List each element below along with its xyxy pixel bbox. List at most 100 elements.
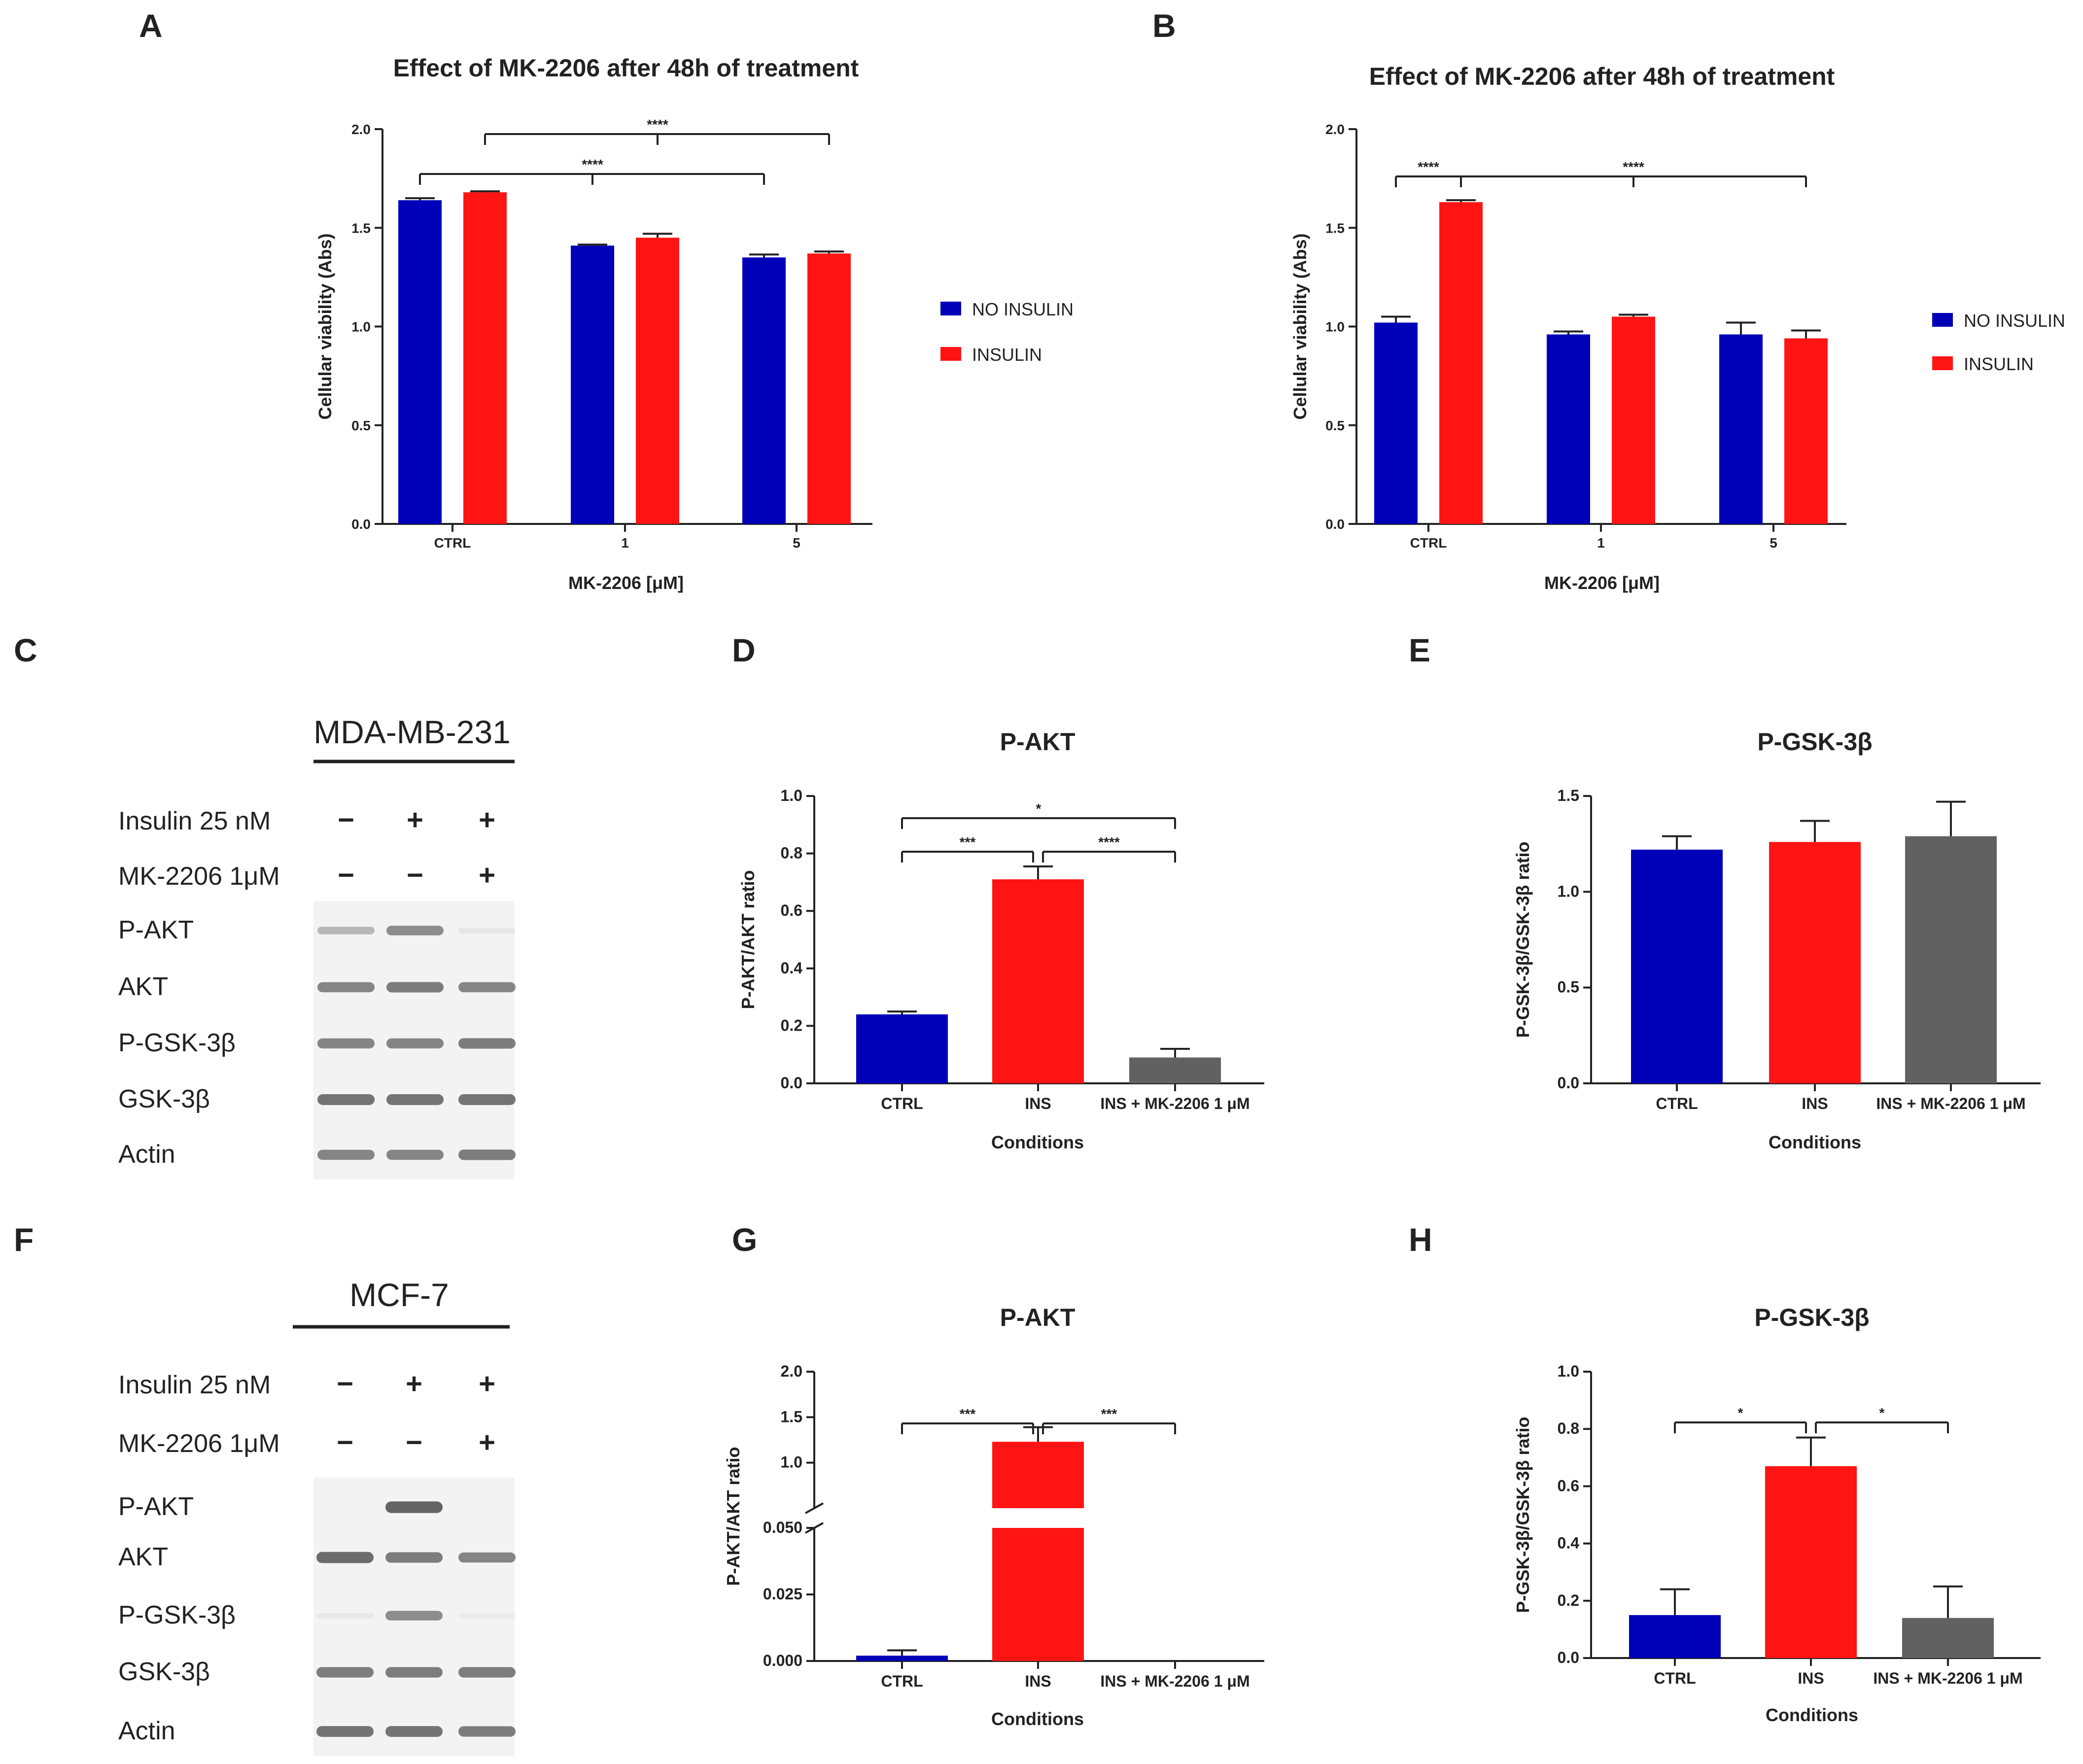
legend-swatch	[940, 347, 961, 361]
condition-label: Insulin 25 nM	[118, 1371, 271, 1399]
blot-band	[458, 1552, 516, 1563]
chart-E: P-GSK-3β 0.0 0.5 1.0 1.5 P-GSK-3β/GSK-3β rati…	[1513, 728, 2041, 1152]
chart-G: P-AKT 0.000 0.025 0.050 1.0 1.5 2.0 P-AKT/AKT r…	[723, 1304, 1264, 1729]
y-axis-title: Cellular viability (Abs)	[1290, 233, 1310, 419]
bar-no-insulin-5	[1719, 334, 1763, 524]
y-tick-label: 0.5	[1325, 418, 1345, 433]
condition-sign: −	[338, 804, 354, 836]
y-tick-label: 0.0	[351, 517, 371, 532]
x-tick-label: INS	[1798, 1669, 1824, 1687]
bar-ins-upper	[992, 1442, 1084, 1508]
y-tick-label: 0.4	[781, 959, 803, 977]
x-tick-label: 5	[793, 535, 800, 551]
bar-2	[1905, 836, 1997, 1083]
blot-row-label: P-AKT	[118, 916, 194, 944]
condition-sign: −	[406, 1426, 422, 1458]
blot-band	[317, 982, 375, 993]
blot-row-label: AKT	[118, 972, 168, 1001]
blot-band	[458, 1094, 516, 1105]
x-tick-label: INS	[1025, 1095, 1051, 1112]
chart-B: Effect of MK-2206 after 48h of treatment…	[1290, 63, 2065, 593]
blot-band	[458, 1726, 516, 1737]
blot-band	[386, 926, 444, 935]
y-tick-label: 0.6	[781, 901, 802, 919]
x-axis-title: MK-2206 [μM]	[1544, 573, 1660, 593]
bar-insulin-5	[807, 253, 851, 524]
blot-band	[317, 1038, 375, 1049]
y-tick-label: 0.0	[1558, 1074, 1579, 1092]
bar-no-insulin-1	[571, 245, 614, 524]
blot-C: MDA-MB-231 Insulin 25 nM − + + MK-2206 1μM − − +…	[118, 714, 516, 1179]
y-axis-title: P-AKT/AKT ratio	[738, 870, 758, 1009]
y-tick-label: 0.0	[781, 1074, 802, 1092]
y-tick-label: 1.0	[1325, 319, 1345, 335]
condition-sign: −	[337, 1426, 353, 1458]
condition-sign: −	[338, 859, 354, 891]
y-tick-label: 0.050	[763, 1519, 802, 1536]
y-tick-label: 0.6	[1558, 1477, 1579, 1494]
blot-band	[385, 1552, 443, 1563]
x-tick-label: CTRL	[881, 1095, 923, 1112]
significance-ctrl-vs-ins-label: ***	[960, 834, 976, 850]
condition-sign: +	[479, 859, 495, 891]
y-tick-label: 1.5	[1558, 787, 1579, 804]
x-tick-label: INS + MK-2206 1 μM	[1876, 1095, 2025, 1112]
blot-band	[385, 1501, 443, 1513]
blot-band	[458, 1038, 516, 1049]
y-tick-label: 2.0	[351, 122, 371, 137]
x-tick-label: CTRL	[1654, 1669, 1696, 1687]
condition-sign: −	[337, 1368, 353, 1400]
x-tick-label: INS	[1025, 1672, 1051, 1690]
x-tick-label: CTRL	[1410, 535, 1447, 551]
blot-band	[317, 927, 375, 934]
chart-title: P-GSK-3β	[1754, 1304, 1869, 1331]
y-tick-label: 2.0	[1325, 122, 1345, 137]
y-tick-label: 1.0	[781, 787, 802, 804]
blot-row-label: GSK-3β	[118, 1085, 210, 1113]
bar-1	[992, 879, 1084, 1083]
x-tick-label: CTRL	[881, 1672, 923, 1690]
blot-band	[386, 1038, 444, 1049]
chart-title: P-AKT	[1000, 1304, 1076, 1331]
x-tick-label: INS + MK-2206 1 μM	[1100, 1672, 1250, 1690]
blot-band	[316, 1667, 374, 1678]
x-axis-title: MK-2206 [μM]	[568, 573, 684, 593]
x-tick-label: 1	[1597, 535, 1605, 551]
blot-band	[317, 1149, 375, 1160]
chart-A: Effect of MK-2206 after 48h of treatment…	[315, 54, 1074, 593]
condition-label: MK-2206 1μM	[118, 1429, 280, 1458]
blot-band	[385, 1726, 443, 1737]
y-axis-title: P-GSK-3β/GSK-3β ratio	[1513, 841, 1533, 1038]
x-tick-label: INS + MK-2206 1 μM	[1100, 1095, 1250, 1112]
significance-ins-vs-mk-label: *	[1879, 1405, 1885, 1420]
y-tick-label: 0.4	[1558, 1534, 1580, 1552]
condition-sign: −	[407, 859, 423, 891]
bar-no-insulin-ctrl	[1374, 322, 1418, 524]
y-tick-label: 0.2	[781, 1016, 802, 1034]
blot-band	[316, 1552, 374, 1563]
panel-letter-A: A	[139, 7, 163, 44]
x-axis-title: Conditions	[1766, 1705, 1858, 1725]
x-tick-label: INS	[1802, 1095, 1828, 1112]
panel-letter-E: E	[1409, 632, 1430, 668]
blot-band	[385, 1611, 443, 1621]
condition-sign: +	[407, 804, 423, 836]
significance-ins-vs-mk-label: ****	[1098, 834, 1120, 850]
y-tick-label: 0.000	[763, 1652, 802, 1669]
x-tick-label: 1	[621, 535, 629, 551]
x-axis-title: Conditions	[1769, 1132, 1861, 1152]
chart-H: P-GSK-3β 0.0 0.2 0.4 0.6 0.8 1.0 P-GSK-3β/GSK-3…	[1513, 1304, 2041, 1725]
bar-0	[856, 1014, 948, 1083]
bar-ctrl	[856, 1656, 948, 1661]
x-axis-title: Conditions	[991, 1709, 1084, 1729]
condition-label: Insulin 25 nM	[118, 807, 271, 835]
blot-row-label: P-GSK-3β	[118, 1029, 236, 1057]
blot-band	[386, 1094, 444, 1105]
condition-label: MK-2206 1μM	[118, 862, 280, 891]
x-tick-label: 5	[1770, 535, 1777, 551]
y-tick-label: 2.0	[781, 1362, 802, 1380]
y-tick-label: 1.5	[1325, 220, 1345, 236]
blot-band	[316, 1726, 374, 1737]
blot-row-label: Actin	[118, 1140, 175, 1169]
significance-ctrl-label: ****	[1418, 159, 1439, 174]
